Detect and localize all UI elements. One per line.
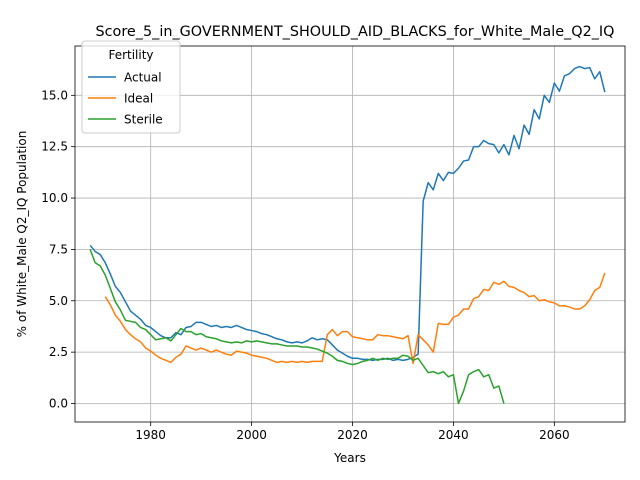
y-tick-label: 10.0: [41, 191, 68, 205]
y-tick-label: 15.0: [41, 88, 68, 102]
legend-box: [81, 40, 181, 134]
y-tick-label: 12.5: [41, 140, 68, 154]
x-axis-label: Years: [333, 451, 366, 465]
plot-frame: [74, 45, 626, 423]
legend-label-actual: Actual: [124, 71, 162, 85]
chart-title: Score_5_in_GOVERNMENT_SHOULD_AID_BLACKS_…: [95, 24, 614, 40]
series-lines: [89, 65, 606, 405]
y-tick-label: 7.5: [49, 242, 68, 256]
x-axis: 1980 2000 2020 2040 2060: [135, 422, 570, 442]
x-tick-label: 1980: [135, 428, 166, 442]
y-tick-label: 0.0: [49, 397, 68, 411]
y-tick-label: 5.0: [49, 294, 68, 308]
x-tick-label: 2060: [539, 428, 570, 442]
y-axis: 0.0 2.5 5.0 7.5 10.0 12.5 15.0: [41, 88, 75, 411]
legend-label-ideal: Ideal: [124, 92, 153, 106]
y-axis-label: % of White_Male Q2_IQ Population: [15, 131, 29, 338]
x-tick-label: 2020: [337, 428, 368, 442]
x-tick-label: 2000: [236, 428, 267, 442]
series-line-ideal: [104, 272, 606, 365]
y-tick-label: 2.5: [49, 345, 68, 359]
x-tick-label: 2040: [438, 428, 469, 442]
legend: Fertility Actual Ideal Sterile: [81, 40, 181, 134]
series-line-actual: [89, 65, 606, 362]
series-line-sterile: [89, 249, 505, 405]
legend-title: Fertility: [108, 48, 153, 62]
legend-label-sterile: Sterile: [124, 113, 163, 127]
